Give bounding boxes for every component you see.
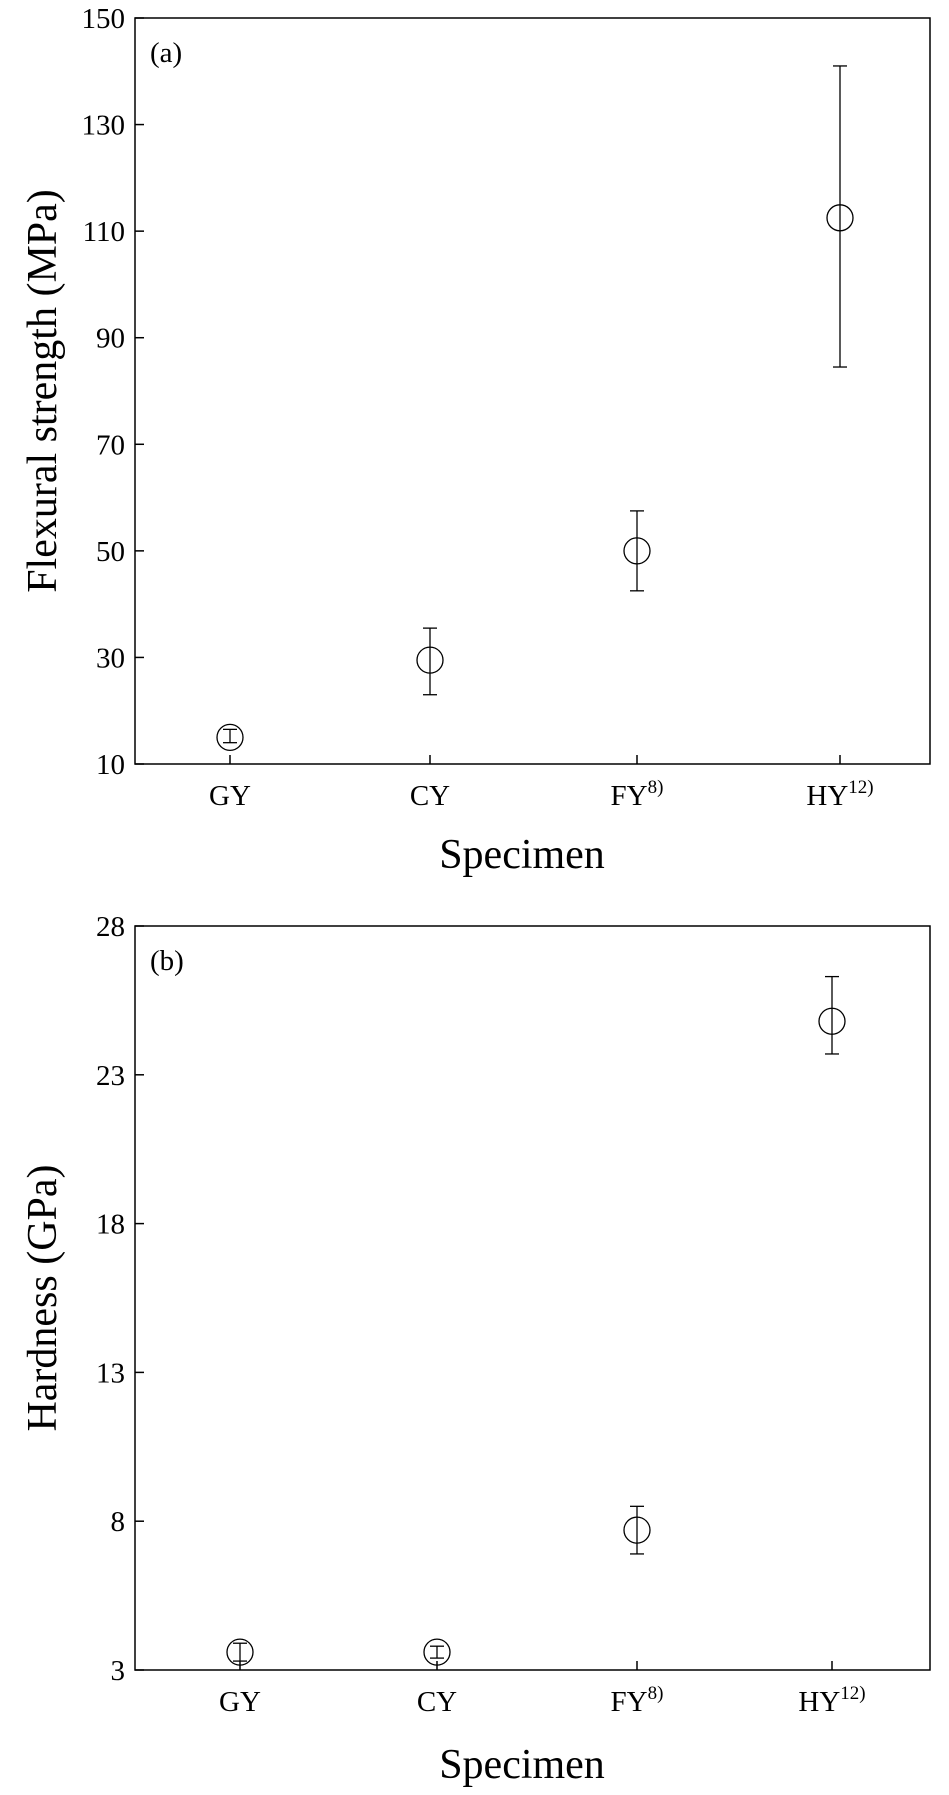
- x-tick-label: HY12): [806, 777, 873, 812]
- data-point: [416, 646, 444, 674]
- panel-label: (a): [150, 37, 182, 69]
- y-tick-label: 110: [83, 216, 125, 248]
- data-point: [818, 1007, 846, 1035]
- y-tick-label: 10: [96, 749, 125, 781]
- x-tick-label: CY: [410, 780, 450, 812]
- panel-label: (b): [150, 945, 184, 977]
- y-tick-label: 23: [96, 1060, 125, 1092]
- x-tick-label: GY: [219, 1686, 261, 1718]
- y-tick-label: 3: [111, 1655, 126, 1687]
- y-tick-label: 70: [96, 429, 125, 461]
- y-tick-label: 28: [96, 911, 125, 943]
- x-axis-title: Specimen: [439, 1742, 605, 1788]
- data-point: [623, 1516, 651, 1544]
- y-tick-label: 18: [96, 1209, 125, 1241]
- y-tick-label: 30: [96, 642, 125, 674]
- x-tick-label: FY8): [611, 777, 664, 812]
- y-tick-label: 13: [96, 1357, 125, 1389]
- y-tick-label: 150: [82, 3, 126, 35]
- x-axis-title: Specimen: [439, 832, 605, 878]
- y-tick-label: 130: [82, 110, 126, 142]
- y-axis-title: Flexural strength (MPa): [20, 189, 66, 593]
- data-point: [623, 537, 651, 565]
- x-tick-label: HY12): [798, 1683, 865, 1718]
- y-tick-label: 90: [96, 323, 125, 355]
- data-point: [423, 1638, 451, 1666]
- chart-panel-a: 10 30 50 70 90 110 130 150 GY CY FY8) HY12) Specimen…: [20, 3, 931, 878]
- x-tick-label: CY: [417, 1686, 457, 1718]
- x-tick-label: FY8): [611, 1683, 664, 1718]
- x-tick-label: GY: [209, 780, 251, 812]
- y-tick-label: 8: [111, 1506, 126, 1538]
- y-axis-title: Hardness (GPa): [20, 1164, 66, 1431]
- y-tick-label: 50: [96, 536, 125, 568]
- data-point: [216, 723, 244, 752]
- plot-frame: [134, 17, 931, 765]
- data-point: [226, 1638, 254, 1666]
- plot-frame: [134, 925, 931, 1671]
- data-point: [826, 204, 854, 232]
- chart-panel-b: 3 8 13 18 23 28 GY CY FY8) HY12) Specimen Hardness …: [20, 911, 931, 1788]
